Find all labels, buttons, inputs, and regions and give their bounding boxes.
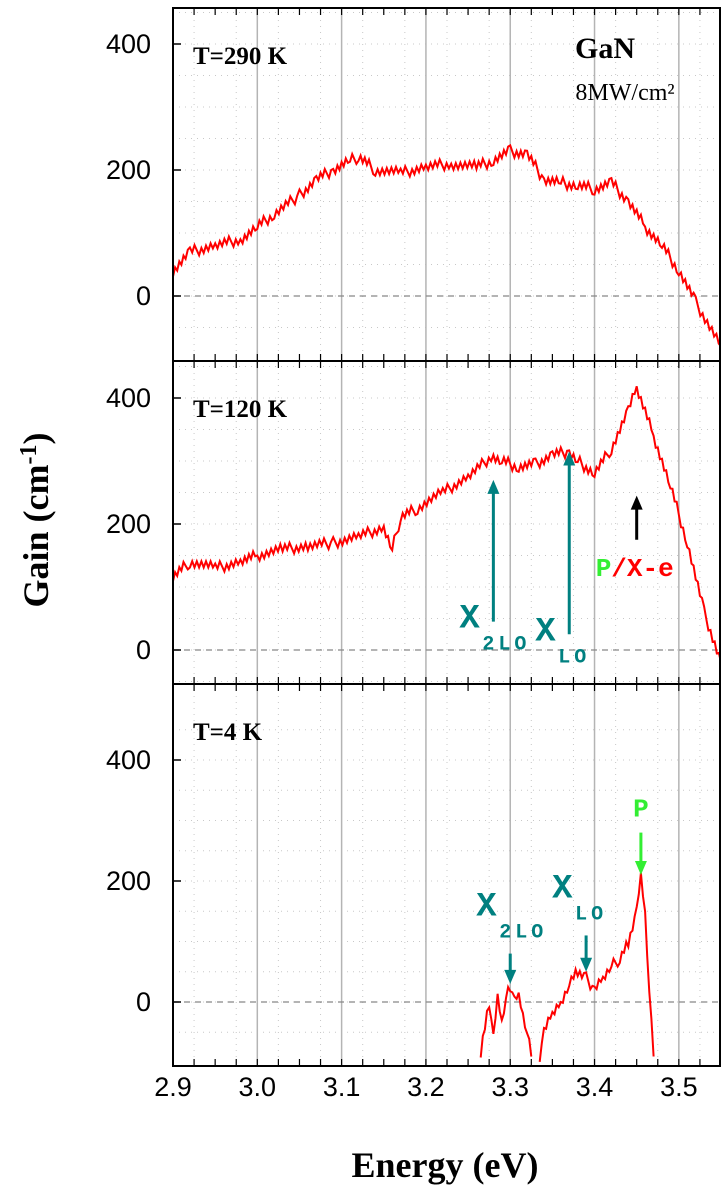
arrow-head [630, 495, 643, 510]
y-tick-label: 0 [136, 281, 151, 311]
minor-grid [173, 8, 721, 361]
annotation-subscript: 2LO [482, 634, 530, 657]
annotation-label: X [459, 601, 480, 639]
annotation-subscript: LO [575, 903, 607, 926]
annotation-label: X [552, 870, 573, 908]
x-tick-label: 3.3 [491, 1072, 529, 1102]
arrow-head [634, 860, 647, 875]
x-tick-label: 3.1 [323, 1072, 361, 1102]
arrow-head [504, 969, 517, 984]
x-tick-label: 3.0 [239, 1072, 277, 1102]
annotation-label: P [633, 795, 649, 825]
panel-label: T=120 K [193, 396, 288, 423]
x-tick-label: 3.4 [576, 1072, 614, 1102]
y-tick-label: 400 [106, 383, 151, 413]
y-tick-label: 400 [106, 29, 151, 59]
series-line [173, 386, 721, 663]
arrow-head [563, 451, 576, 466]
x-tick-labels: 2.9 3.0 3.1 3.2 3.3 3.4 3.5 [154, 1072, 697, 1102]
y-tick-label: 0 [136, 987, 151, 1017]
y-tick-label: 200 [106, 866, 151, 896]
panel-label: T=4 K [193, 719, 263, 746]
annotation-label: P/X-e [596, 554, 674, 584]
annotation-subscript: 2LO [499, 922, 547, 945]
y-tick-label: 200 [106, 509, 151, 539]
y-tick-label: 400 [106, 745, 151, 775]
series-line [538, 872, 655, 1063]
chart-title: GaN [575, 32, 635, 65]
panel-frame [172, 683, 721, 1067]
series-line [479, 984, 533, 1058]
series-line [173, 143, 721, 348]
x-tick-label: 2.9 [154, 1072, 192, 1102]
annotation-subscript: LO [558, 646, 590, 669]
y-tick-label: 0 [136, 635, 151, 665]
chart-subtitle: 8MW/cm² [575, 80, 674, 106]
arrow-head [487, 479, 500, 494]
x-tick-label: 3.5 [660, 1072, 698, 1102]
annotation-label: X [476, 889, 497, 927]
arrow-head [580, 957, 593, 972]
x-axis-title: Energy (eV) [352, 1145, 539, 1185]
y-axis-title: Gain (cm-1) [16, 433, 56, 608]
panel-label: T=290 K [193, 43, 288, 70]
y-tick-label: 200 [106, 155, 151, 185]
panel-1: 0 200 400 T=290 K [106, 7, 721, 362]
x-tick-label: 3.2 [407, 1072, 445, 1102]
annotation-label: X [535, 613, 556, 651]
